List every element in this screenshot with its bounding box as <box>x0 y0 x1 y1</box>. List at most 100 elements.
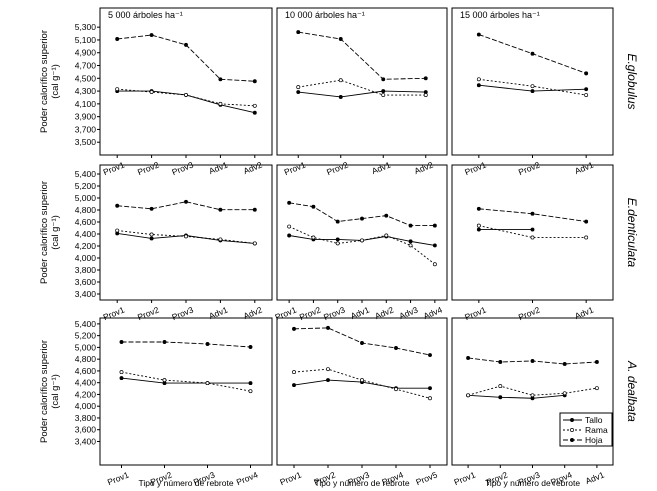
y-tick-label: 4,800 <box>75 205 97 215</box>
data-point <box>335 219 340 224</box>
data-point <box>594 360 599 364</box>
y-tick-label: 5,400 <box>75 169 97 179</box>
x-tick-label: Prov5 <box>414 469 439 487</box>
y-axis-label: (cal g⁻¹) <box>50 64 61 99</box>
series-line <box>121 341 251 348</box>
y-tick-label: 4,500 <box>75 73 97 83</box>
series-line <box>298 90 426 98</box>
y-tick-label: 5,200 <box>75 331 97 341</box>
data-point <box>218 101 223 106</box>
data-point <box>184 234 188 239</box>
data-point <box>584 93 589 97</box>
data-point <box>338 95 343 99</box>
data-point <box>476 227 481 232</box>
panel-frame <box>99 317 273 466</box>
panel-title: 10 000 árboles ha⁻¹ <box>285 10 365 20</box>
data-point <box>296 85 301 90</box>
data-point <box>466 393 471 398</box>
data-point <box>476 83 481 88</box>
series-line <box>289 202 435 227</box>
y-tick-label: 3,600 <box>75 425 97 435</box>
y-tick-label: 4,600 <box>75 217 97 227</box>
y-tick-label: 3,800 <box>75 413 97 423</box>
legend-marker <box>570 418 574 422</box>
data-point <box>292 326 296 331</box>
x-tick-label: Prov2 <box>298 304 323 322</box>
data-point <box>115 87 120 92</box>
data-point <box>530 211 535 216</box>
data-point <box>408 239 413 244</box>
data-point <box>584 71 589 76</box>
data-point <box>335 237 340 242</box>
panel-title: 5 000 árboles ha⁻¹ <box>108 10 183 20</box>
x-tick-label: Adv4 <box>422 304 444 321</box>
data-point <box>408 243 413 248</box>
data-point <box>184 199 188 204</box>
x-tick-label: Prov3 <box>170 304 195 322</box>
data-point <box>530 84 535 89</box>
data-point <box>562 362 567 366</box>
x-tick-label: Adv1 <box>207 304 229 321</box>
data-point <box>360 341 364 345</box>
x-axis-label: Tipo y número de rebrote <box>138 478 233 488</box>
data-point <box>252 103 257 108</box>
y-tick-label: 4,400 <box>75 378 97 388</box>
y-tick-label: 3,800 <box>75 265 97 275</box>
legend-label: Rama <box>585 425 608 435</box>
x-tick-label: Adv2 <box>242 304 264 321</box>
data-point <box>115 37 120 41</box>
data-point <box>530 359 535 363</box>
panel-title: 15 000 árboles ha⁻¹ <box>460 10 540 20</box>
y-tick-label: 5,300 <box>75 22 97 32</box>
series-line <box>117 88 255 107</box>
panel-frame <box>276 164 448 301</box>
series-line <box>117 34 255 82</box>
legend-marker <box>570 428 574 432</box>
data-point <box>476 32 481 37</box>
data-point <box>287 200 292 205</box>
y-tick-label: 4,900 <box>75 48 97 58</box>
data-point <box>428 353 432 357</box>
x-tick-label: Prov2 <box>517 159 542 177</box>
x-tick-label: Prov1 <box>283 159 308 177</box>
y-tick-label: 3,400 <box>75 289 97 299</box>
data-point <box>338 78 343 83</box>
y-axis-label: Poder calorífico superior <box>39 181 50 284</box>
data-point <box>149 236 154 241</box>
data-point <box>252 79 257 84</box>
data-point <box>162 378 167 383</box>
x-tick-label: Adv1 <box>370 159 392 176</box>
panel-frame <box>99 7 273 156</box>
panel-frame <box>99 164 273 301</box>
data-point <box>205 342 210 346</box>
data-point <box>335 241 340 246</box>
data-point <box>326 367 330 372</box>
data-point <box>384 213 389 218</box>
x-tick-label: Prov3 <box>322 304 347 322</box>
data-point <box>466 356 471 360</box>
data-point <box>423 93 428 97</box>
legend-marker <box>570 438 574 442</box>
data-point <box>205 381 210 386</box>
y-tick-label: 5,000 <box>75 193 97 203</box>
data-point <box>292 383 296 388</box>
data-point <box>476 206 481 211</box>
legend-label: Hoja <box>585 435 603 445</box>
x-tick-label: Prov3 <box>170 159 195 177</box>
x-tick-label: Adv1 <box>584 469 606 486</box>
x-tick-label: Prov1 <box>463 304 488 322</box>
data-point <box>115 203 120 208</box>
data-point <box>476 77 481 82</box>
series-line <box>298 79 426 96</box>
x-tick-label: Prov1 <box>102 304 127 322</box>
data-point <box>530 227 535 232</box>
data-point <box>428 396 432 401</box>
y-tick-label: 5,000 <box>75 342 97 352</box>
y-tick-label: 5,100 <box>75 35 97 45</box>
data-point <box>162 340 167 344</box>
x-tick-label: Prov2 <box>136 304 161 322</box>
panel-frame <box>451 164 614 301</box>
data-point <box>428 386 432 391</box>
data-point <box>248 345 253 349</box>
